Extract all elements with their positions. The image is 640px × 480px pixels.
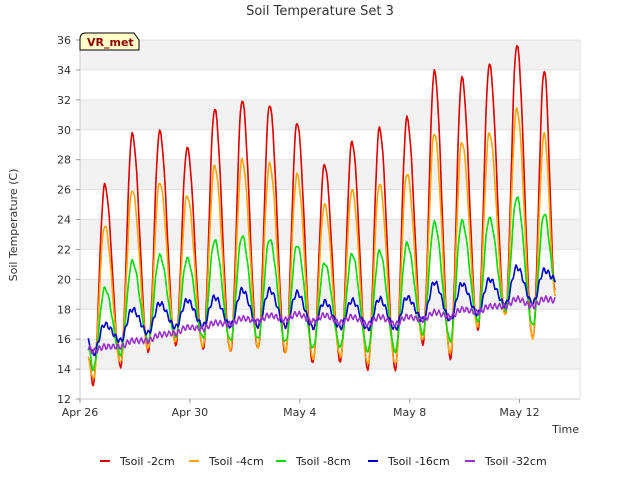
y-tick-label: 32 xyxy=(57,94,71,107)
x-tick-label: May 8 xyxy=(393,406,426,419)
grid-band xyxy=(80,69,580,100)
legend-label: Tsoil -8cm xyxy=(295,455,351,468)
y-tick-label: 16 xyxy=(57,333,71,346)
y-tick-label: 26 xyxy=(57,184,71,197)
grid-band xyxy=(80,369,580,399)
y-tick-label: 12 xyxy=(57,393,71,406)
legend-item: Tsoil -16cm xyxy=(368,455,450,468)
grid-band xyxy=(80,339,580,370)
y-tick-label: 24 xyxy=(57,214,71,227)
grid-band xyxy=(80,40,580,70)
legend-item: Tsoil -4cm xyxy=(189,455,264,468)
legend: Tsoil -2cm Tsoil -4cm Tsoil -8cm Tsoil -16c… xyxy=(100,455,547,468)
legend-item: Tsoil -2cm xyxy=(100,455,175,468)
x-tick-label: May 4 xyxy=(283,406,316,419)
y-axis-ticks: 12 14 16 18 20 22 24 26 28 30 32 34 36 xyxy=(57,34,80,406)
y-tick-label: 22 xyxy=(57,243,71,256)
x-axis-ticks: Apr 26 Apr 30 May 4 May 8 May 12 xyxy=(62,399,540,419)
station-label: VR_met xyxy=(87,36,134,49)
legend-label: Tsoil -16cm xyxy=(387,455,450,468)
y-tick-label: 28 xyxy=(57,154,71,167)
y-axis-label: Soil Temperature (C) xyxy=(7,169,20,282)
x-axis-label: Time xyxy=(551,423,579,436)
y-tick-label: 20 xyxy=(57,273,71,286)
y-tick-label: 36 xyxy=(57,34,71,47)
y-tick-label: 18 xyxy=(57,303,71,316)
series-lines xyxy=(87,44,557,387)
x-tick-label: Apr 26 xyxy=(62,406,99,419)
series-line xyxy=(87,196,556,372)
legend-label: Tsoil -32cm xyxy=(484,455,547,468)
grid-band xyxy=(80,99,580,130)
x-tick-label: Apr 30 xyxy=(172,406,209,419)
grid-band xyxy=(80,129,580,160)
legend-item: Tsoil -8cm xyxy=(276,455,351,468)
legend-label: Tsoil -2cm xyxy=(119,455,175,468)
y-tick-label: 14 xyxy=(57,363,71,376)
y-tick-label: 30 xyxy=(57,124,71,137)
series-line xyxy=(87,295,556,355)
station-label-background xyxy=(79,32,140,51)
chart-title: Soil Temperature Set 3 xyxy=(246,4,394,19)
legend-item: Tsoil -32cm xyxy=(465,455,547,468)
station-label-box: VR_met xyxy=(79,32,140,51)
legend-label: Tsoil -4cm xyxy=(208,455,264,468)
x-tick-label: May 12 xyxy=(499,406,539,419)
y-tick-label: 34 xyxy=(57,64,71,77)
